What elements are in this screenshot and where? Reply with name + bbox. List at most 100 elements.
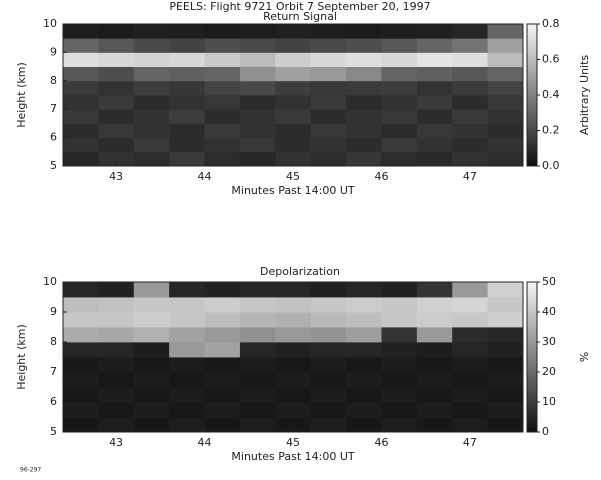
heatmap-cell xyxy=(63,95,99,110)
heatmap-cell xyxy=(169,387,205,402)
heatmap-cell xyxy=(346,417,382,432)
heatmap-cell xyxy=(275,387,311,402)
heatmap-cell xyxy=(346,402,382,417)
colorbar-tick-label: 0 xyxy=(542,425,549,438)
heatmap-cell xyxy=(240,282,276,297)
heatmap-cell xyxy=(205,67,241,82)
heatmap-cell xyxy=(311,312,347,327)
heatmap-cell xyxy=(417,387,453,402)
x-tick-label: 45 xyxy=(286,436,300,449)
heatmap-cell xyxy=(63,24,99,39)
figure-note: 96-297 xyxy=(20,467,41,474)
colorbar-tick-label: 0.2 xyxy=(542,124,560,137)
heatmap-cell xyxy=(381,297,417,312)
heatmap-cell xyxy=(63,312,99,327)
heatmap-cell xyxy=(452,327,488,342)
heatmap-cell xyxy=(311,24,347,39)
heatmap-cell xyxy=(346,312,382,327)
heatmap-cell xyxy=(275,297,311,312)
heatmap-cell xyxy=(346,342,382,357)
heatmap-cell xyxy=(311,387,347,402)
x-tick-label: 43 xyxy=(109,170,123,183)
heatmap-cell xyxy=(205,282,241,297)
heatmap-cell xyxy=(205,357,241,372)
heatmap-cell xyxy=(488,282,524,297)
heatmap-cell xyxy=(98,38,134,53)
heatmap-cell xyxy=(169,417,205,432)
heatmap-cell xyxy=(452,282,488,297)
heatmap-cell xyxy=(488,387,524,402)
heatmap-cell xyxy=(311,95,347,110)
heatmap-cell xyxy=(417,282,453,297)
heatmap-cell xyxy=(488,95,524,110)
heatmap-cell xyxy=(275,123,311,138)
heatmap-cell xyxy=(311,38,347,53)
heatmap-cell xyxy=(346,282,382,297)
y-tick-label: 8 xyxy=(50,335,57,348)
heatmap-cell xyxy=(98,52,134,67)
heatmap-cell xyxy=(311,52,347,67)
heatmap-cell xyxy=(169,312,205,327)
heatmap-cells xyxy=(63,24,523,166)
heatmap-cell xyxy=(240,95,276,110)
heatmap-cell xyxy=(311,402,347,417)
heatmap-cell xyxy=(311,357,347,372)
colorbar-label: Arbitrary Units xyxy=(578,55,591,136)
heatmap-cell xyxy=(275,95,311,110)
heatmap-cell xyxy=(488,138,524,153)
y-tick-label: 6 xyxy=(50,131,57,144)
heatmap-cell xyxy=(488,327,524,342)
heatmap-cell xyxy=(417,81,453,96)
heatmap-cell xyxy=(134,24,170,39)
heatmap-cell xyxy=(134,52,170,67)
heatmap-cell xyxy=(205,327,241,342)
heatmap-cell xyxy=(98,312,134,327)
heatmap-cell xyxy=(98,81,134,96)
heatmap-cell xyxy=(346,24,382,39)
y-axis-label: Height (km) xyxy=(15,324,28,390)
colorbar-tick-label: 10 xyxy=(542,395,556,408)
heatmap-cell xyxy=(134,297,170,312)
y-tick-label: 7 xyxy=(50,102,57,115)
heatmap-cell xyxy=(381,372,417,387)
chart-title: Depolarization xyxy=(260,265,340,278)
colorbar-tick-label: 20 xyxy=(542,365,556,378)
heatmap-cell xyxy=(240,297,276,312)
heatmap-cell xyxy=(240,342,276,357)
heatmap-cell xyxy=(275,52,311,67)
heatmap-cell xyxy=(169,67,205,82)
heatmap-cell xyxy=(488,52,524,67)
heatmap-cell xyxy=(63,109,99,124)
heatmap-cell xyxy=(63,387,99,402)
x-axis-label: Minutes Past 14:00 UT xyxy=(231,450,354,463)
heatmap-cell xyxy=(63,123,99,138)
heatmap-cell xyxy=(98,138,134,153)
heatmap-cell xyxy=(381,81,417,96)
heatmap-cell xyxy=(452,24,488,39)
heatmap-cell xyxy=(311,109,347,124)
heatmap-cell xyxy=(63,81,99,96)
heatmap-cell xyxy=(346,109,382,124)
heatmap-cell xyxy=(98,327,134,342)
heatmap-cell xyxy=(381,67,417,82)
heatmap-cell xyxy=(134,312,170,327)
heatmap-cell xyxy=(381,52,417,67)
heatmap-cell xyxy=(275,402,311,417)
heatmap-cell xyxy=(311,81,347,96)
heatmap-cell xyxy=(98,123,134,138)
heatmap-cell xyxy=(452,357,488,372)
heatmap-cell xyxy=(63,67,99,82)
heatmap-cell xyxy=(275,24,311,39)
heatmap-cell xyxy=(488,372,524,387)
heatmap-cell xyxy=(417,402,453,417)
heatmap-cell xyxy=(275,312,311,327)
y-tick-label: 5 xyxy=(50,425,57,438)
heatmap-cell xyxy=(346,81,382,96)
heatmap-cell xyxy=(417,297,453,312)
heatmap-cell xyxy=(381,357,417,372)
y-tick-label: 9 xyxy=(50,45,57,58)
heatmap-cell xyxy=(311,67,347,82)
heatmap-cell xyxy=(98,372,134,387)
heatmap-cell xyxy=(488,123,524,138)
heatmap-cell xyxy=(381,95,417,110)
